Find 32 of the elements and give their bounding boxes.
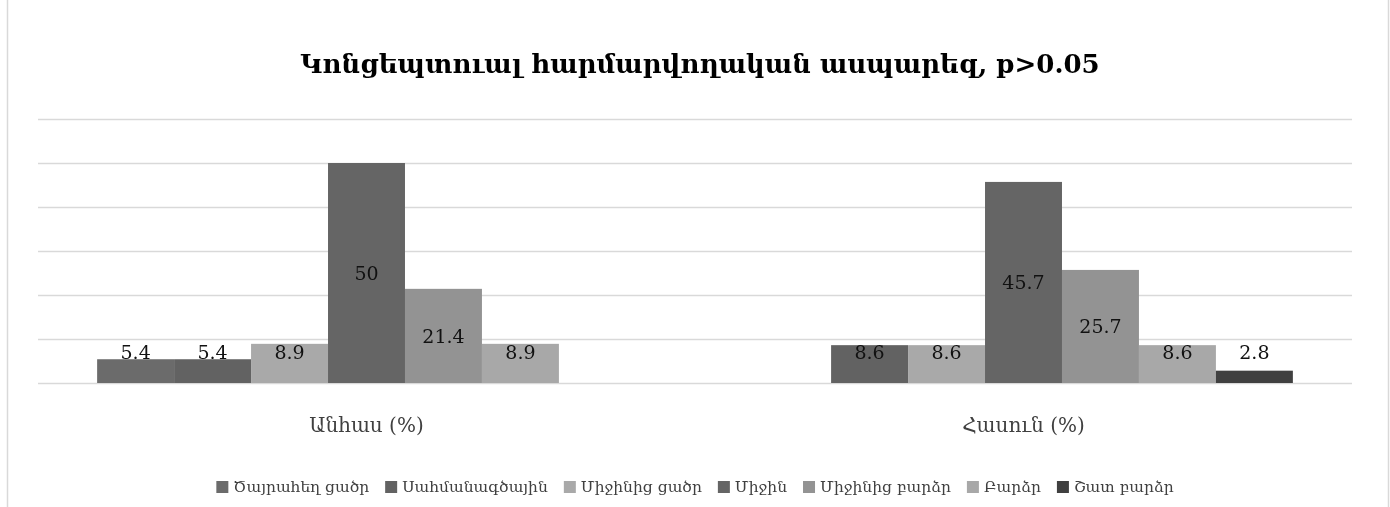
data-label: 8.6 [854, 341, 885, 363]
data-label: 5.4 [197, 341, 228, 363]
data-label: 8.6 [1162, 341, 1193, 363]
data-label: 8.6 [931, 341, 962, 363]
data-label: 50 [354, 262, 379, 284]
legend-label: Շատ բարձր [1073, 478, 1174, 496]
bar [404, 288, 482, 383]
data-label: 8.9 [274, 341, 305, 363]
data-label: 45.7 [1002, 271, 1045, 294]
bar [328, 163, 405, 383]
bar [1138, 345, 1216, 383]
bar [831, 345, 909, 383]
x-tick-label: Հասուն (%) [962, 413, 1085, 437]
legend-label: Միջինից բարձր [820, 478, 951, 496]
chart-title: Կոնցեպտուալ հարմարվողական ասպարեզ, p>0.05 [300, 49, 1100, 79]
x-tick-label: Անհաս (%) [309, 413, 424, 437]
bar [908, 345, 986, 383]
data-label: 21.4 [422, 324, 465, 347]
data-label: 5.4 [120, 341, 151, 363]
data-label: 8.9 [505, 341, 536, 363]
legend-label: Միջինից ցածր [580, 478, 702, 496]
bar [251, 343, 329, 383]
bar [481, 343, 559, 383]
bar [1215, 370, 1293, 383]
legend-label: Սահմանագծային [402, 478, 548, 496]
legend-label: Ծայրահեղ ցածր [233, 478, 370, 496]
data-label: 25.7 [1079, 315, 1122, 338]
bar [1061, 269, 1139, 383]
legend-label: Բարձր [983, 478, 1041, 496]
legend-label: Միջին [734, 478, 788, 496]
bar [985, 181, 1062, 383]
data-label: 2.8 [1239, 341, 1270, 363]
